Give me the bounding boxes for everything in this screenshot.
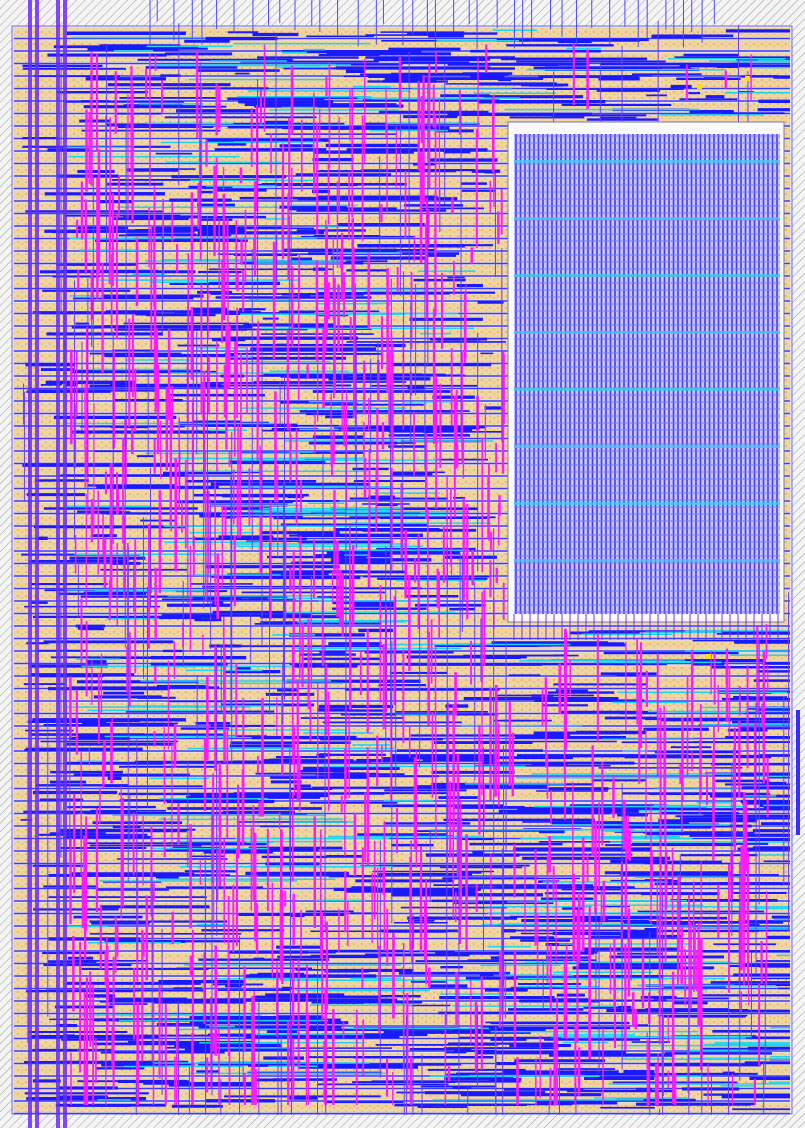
macro-band <box>514 160 780 163</box>
cell-row <box>14 290 790 300</box>
cell-row <box>14 865 790 875</box>
cell-row <box>14 390 790 400</box>
cell-row <box>14 228 790 237</box>
cell-row <box>14 878 790 887</box>
cell-row <box>14 790 790 800</box>
cell-row <box>14 440 790 450</box>
power-strap <box>35 0 39 1128</box>
via-marker <box>745 76 750 81</box>
cell-row <box>14 65 790 75</box>
cell-row <box>14 153 790 162</box>
macro-band <box>514 388 780 391</box>
right-strap <box>796 710 800 835</box>
cell-row <box>14 465 790 475</box>
memory-macro <box>507 121 785 640</box>
macro-band <box>514 331 780 334</box>
cell-row <box>14 40 790 50</box>
cell-row <box>14 303 790 312</box>
cell-row <box>14 690 790 700</box>
cell-row <box>14 453 790 462</box>
cell-row <box>14 190 790 200</box>
cell-row <box>14 778 790 787</box>
cell-row <box>14 315 790 325</box>
cell-row <box>14 828 790 837</box>
cell-row <box>14 628 790 637</box>
cell-row <box>14 128 790 137</box>
via-marker <box>697 84 702 89</box>
cell-row <box>14 215 790 225</box>
cell-row <box>14 1003 790 1012</box>
cell-row <box>14 590 790 600</box>
macro-band <box>514 274 780 277</box>
cell-row <box>14 940 790 950</box>
cell-row <box>14 990 790 1000</box>
cell-row <box>14 115 790 125</box>
routing <box>20 0 790 1115</box>
cell-row <box>14 178 790 187</box>
cell-row <box>14 1090 790 1100</box>
power-strap <box>63 0 67 1128</box>
cell-row <box>14 353 790 362</box>
cell-row <box>14 1065 790 1075</box>
cell-row <box>14 665 790 675</box>
cell-row <box>14 765 790 775</box>
cell-row <box>14 578 790 587</box>
cell-row <box>14 565 790 575</box>
cell-row <box>14 1015 790 1025</box>
macro-band <box>514 445 780 448</box>
cell-row <box>14 278 790 287</box>
cell-row <box>14 915 790 925</box>
cell-row <box>14 803 790 812</box>
cell-row <box>14 978 790 987</box>
cell-row <box>14 1103 790 1112</box>
cell-row <box>14 653 790 662</box>
cell-row <box>14 478 790 487</box>
power-strap <box>56 0 60 1128</box>
cell-row <box>14 953 790 962</box>
macro-band <box>514 217 780 220</box>
cell-row <box>14 703 790 712</box>
cell-row <box>14 265 790 275</box>
power-straps <box>28 0 800 1128</box>
cell-row <box>14 740 790 750</box>
cell-row <box>14 853 790 862</box>
power-strap <box>28 0 32 1128</box>
macro-band <box>514 559 780 562</box>
cell-row <box>14 328 790 337</box>
cell-row <box>14 365 790 375</box>
via-marker <box>706 654 711 659</box>
cell-row <box>14 715 790 725</box>
cell-row <box>14 203 790 212</box>
cell-row <box>14 728 790 737</box>
macro-band <box>514 502 780 505</box>
cell-row <box>14 415 790 425</box>
cell-row <box>14 815 790 825</box>
cell-row <box>14 90 790 100</box>
